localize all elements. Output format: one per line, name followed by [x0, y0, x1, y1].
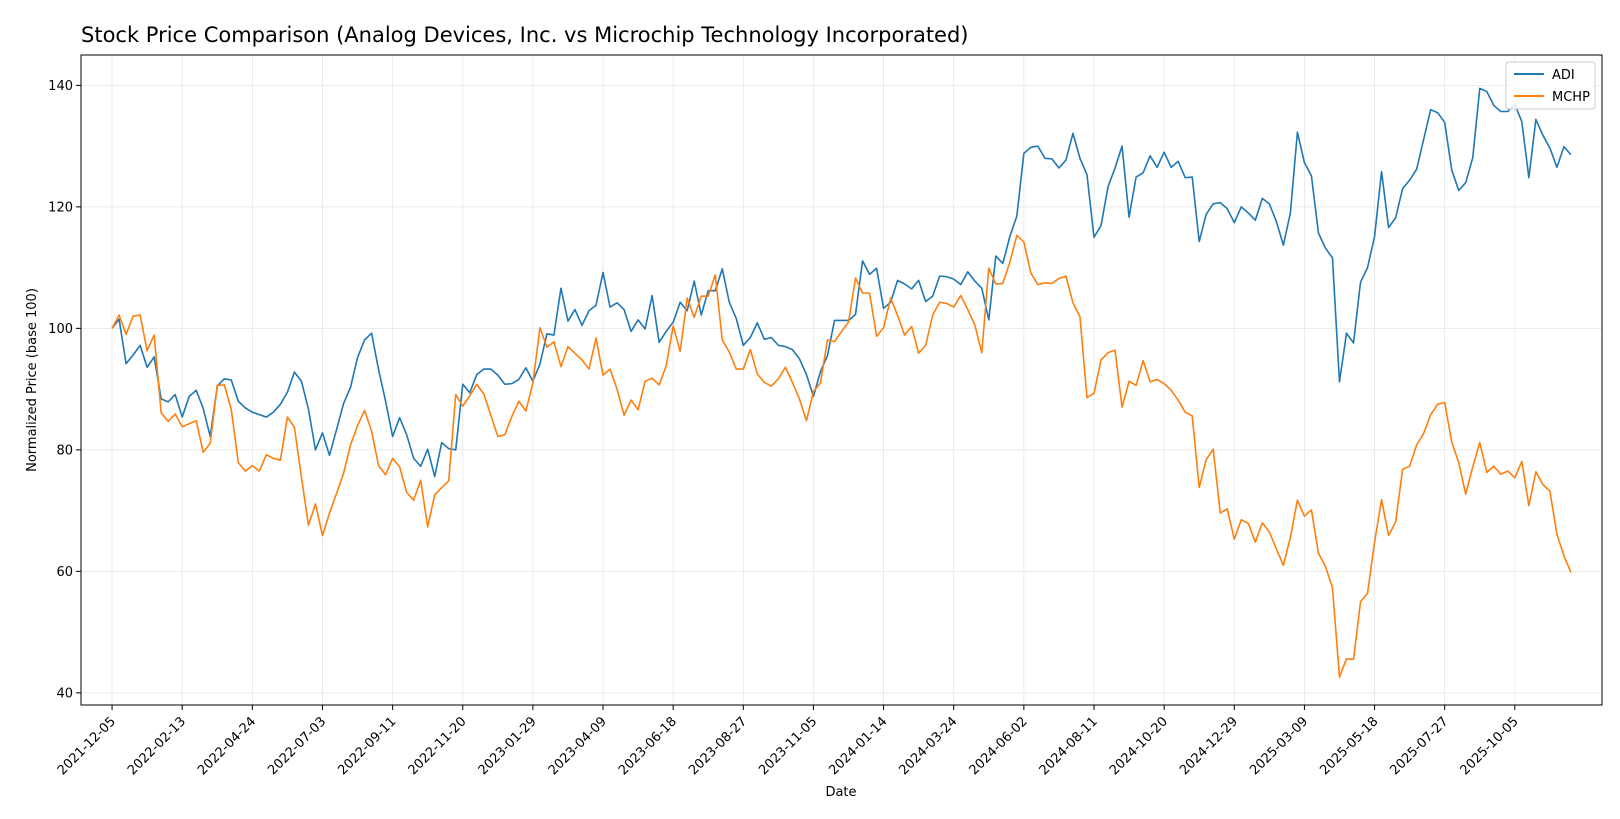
- legend: ADI MCHP: [1505, 61, 1596, 110]
- chart-title: Stock Price Comparison (Analog Devices, …: [81, 23, 969, 47]
- y-tick-label: 40: [56, 686, 73, 701]
- x-axis-label: Date: [825, 785, 856, 800]
- series-line-mchp: [111, 234, 1572, 678]
- legend-label-mchp: MCHP: [1552, 90, 1590, 105]
- series-line-adi: [111, 87, 1572, 478]
- legend-label-adi: ADI: [1552, 68, 1575, 83]
- y-tick-label: 100: [48, 322, 73, 337]
- y-tick-label: 120: [48, 200, 73, 215]
- y-tick-label: 80: [56, 443, 73, 458]
- y-tick-label: 60: [56, 565, 73, 580]
- plot-frame: [80, 54, 1603, 706]
- y-tick-label: 140: [48, 79, 73, 94]
- series-lines: [111, 87, 1572, 678]
- y-axis-label: Normalized Price (base 100): [25, 288, 40, 472]
